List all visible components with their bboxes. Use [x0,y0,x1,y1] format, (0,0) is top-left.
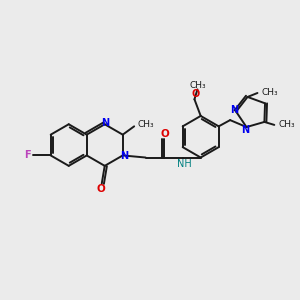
Text: CH₃: CH₃ [189,81,206,90]
Text: O: O [161,129,170,139]
Text: F: F [24,150,30,161]
Text: CH₃: CH₃ [137,120,154,129]
Text: CH₃: CH₃ [261,88,278,97]
Text: N: N [230,105,238,115]
Text: NH: NH [177,160,191,170]
Text: N: N [120,152,128,161]
Text: CH₃: CH₃ [278,120,295,129]
Text: O: O [96,184,105,194]
Text: N: N [101,118,109,128]
Text: O: O [191,89,200,99]
Text: N: N [242,125,250,135]
